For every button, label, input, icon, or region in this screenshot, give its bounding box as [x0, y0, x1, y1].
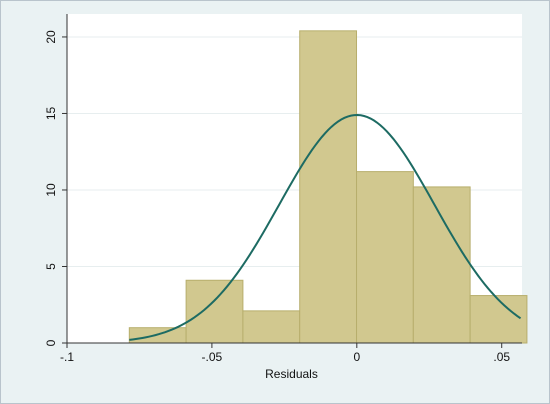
histogram-bar [356, 171, 414, 344]
y-tick-label: 20 [44, 30, 58, 44]
y-tick-label: 10 [44, 183, 58, 197]
x-axis: -.1 -.05 0 .05 [60, 342, 522, 364]
x-tick-label: .05 [493, 350, 510, 364]
histogram-bar [412, 186, 471, 344]
histogram-bar [185, 279, 244, 344]
histogram-bar [299, 30, 358, 344]
y-axis: 0 5 10 15 20 [44, 14, 68, 346]
histogram-bar [242, 310, 301, 344]
x-tick-label: -.1 [60, 350, 74, 364]
x-axis-title: Residuals [265, 367, 318, 381]
y-tick-label: 15 [44, 106, 58, 120]
x-tick-label: -.05 [202, 350, 223, 364]
normal-density-curve [129, 114, 522, 341]
y-tick-label: 5 [44, 263, 58, 270]
x-tick-label: 0 [353, 350, 360, 364]
y-tick-label: 0 [44, 339, 58, 346]
histogram-bar [469, 295, 528, 344]
